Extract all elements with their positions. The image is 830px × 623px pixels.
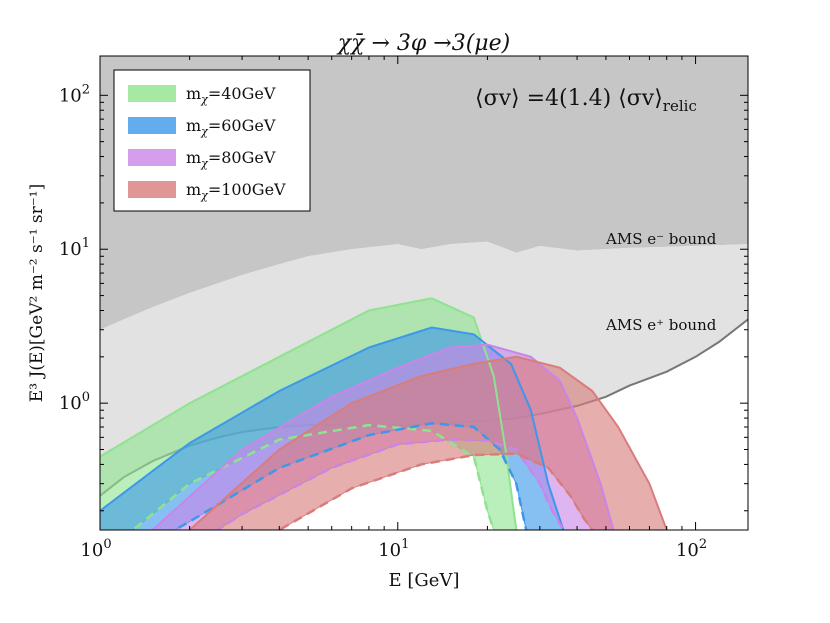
sigma-annotation-sub: relic xyxy=(663,97,697,115)
legend-swatch-0 xyxy=(128,85,176,102)
series-upper-line-2 xyxy=(151,343,615,530)
lines-layer xyxy=(100,297,668,530)
y-tick-label: 102 xyxy=(59,82,90,106)
legend-label-2: mχ=80GeV xyxy=(186,148,276,170)
x-tick-label: 100 xyxy=(80,537,111,561)
legend-label-0: mχ=40GeV xyxy=(186,84,276,106)
series-upper-line-1 xyxy=(100,326,565,530)
x-axis-label: E [GeV] xyxy=(389,570,460,591)
plot-frame xyxy=(99,55,749,531)
sigma-annotation: ⟨σv⟩ =4(1.4) ⟨σv⟩relic xyxy=(475,86,697,115)
y-tick-label: 100 xyxy=(59,390,90,414)
series-upper-line-3 xyxy=(188,355,668,530)
legend-label-3: mχ=100GeV xyxy=(186,180,286,202)
legend-swatch-3 xyxy=(128,181,176,198)
legend: mχ=40GeV mχ=60GeV mχ=80GeV mχ=100GeV xyxy=(113,69,311,212)
plot-area xyxy=(100,56,748,530)
legend-swatch-1 xyxy=(128,117,176,134)
y-tick-label: 101 xyxy=(59,236,90,260)
x-tick-label: 102 xyxy=(676,537,707,561)
sigma-annotation-text: ⟨σv⟩ =4(1.4) ⟨σv⟩relic xyxy=(475,86,697,115)
legend-swatch-2 xyxy=(128,149,176,166)
x-tick-label: 101 xyxy=(378,537,409,561)
series-lower-dashed-3 xyxy=(276,452,594,530)
ams-positron-label: AMS e⁺ bound xyxy=(605,316,717,334)
sigma-annotation-main: ⟨σv⟩ =4(1.4) ⟨σv⟩ xyxy=(475,86,663,111)
ticks-layer: 100 101 102 100 101 102 xyxy=(59,56,748,561)
y-axis-label: E³ J(E)[GeV² m⁻² s⁻¹ sr⁻¹] xyxy=(27,184,47,402)
ams-electron-label: AMS e⁻ bound xyxy=(605,230,717,248)
legend-label-1: mχ=60GeV xyxy=(186,116,276,138)
series-upper-line-0 xyxy=(100,297,518,530)
chart-title: χχ̄ → 3φ →3(μe) xyxy=(336,31,510,56)
series-lower-dashed-2 xyxy=(215,438,565,530)
